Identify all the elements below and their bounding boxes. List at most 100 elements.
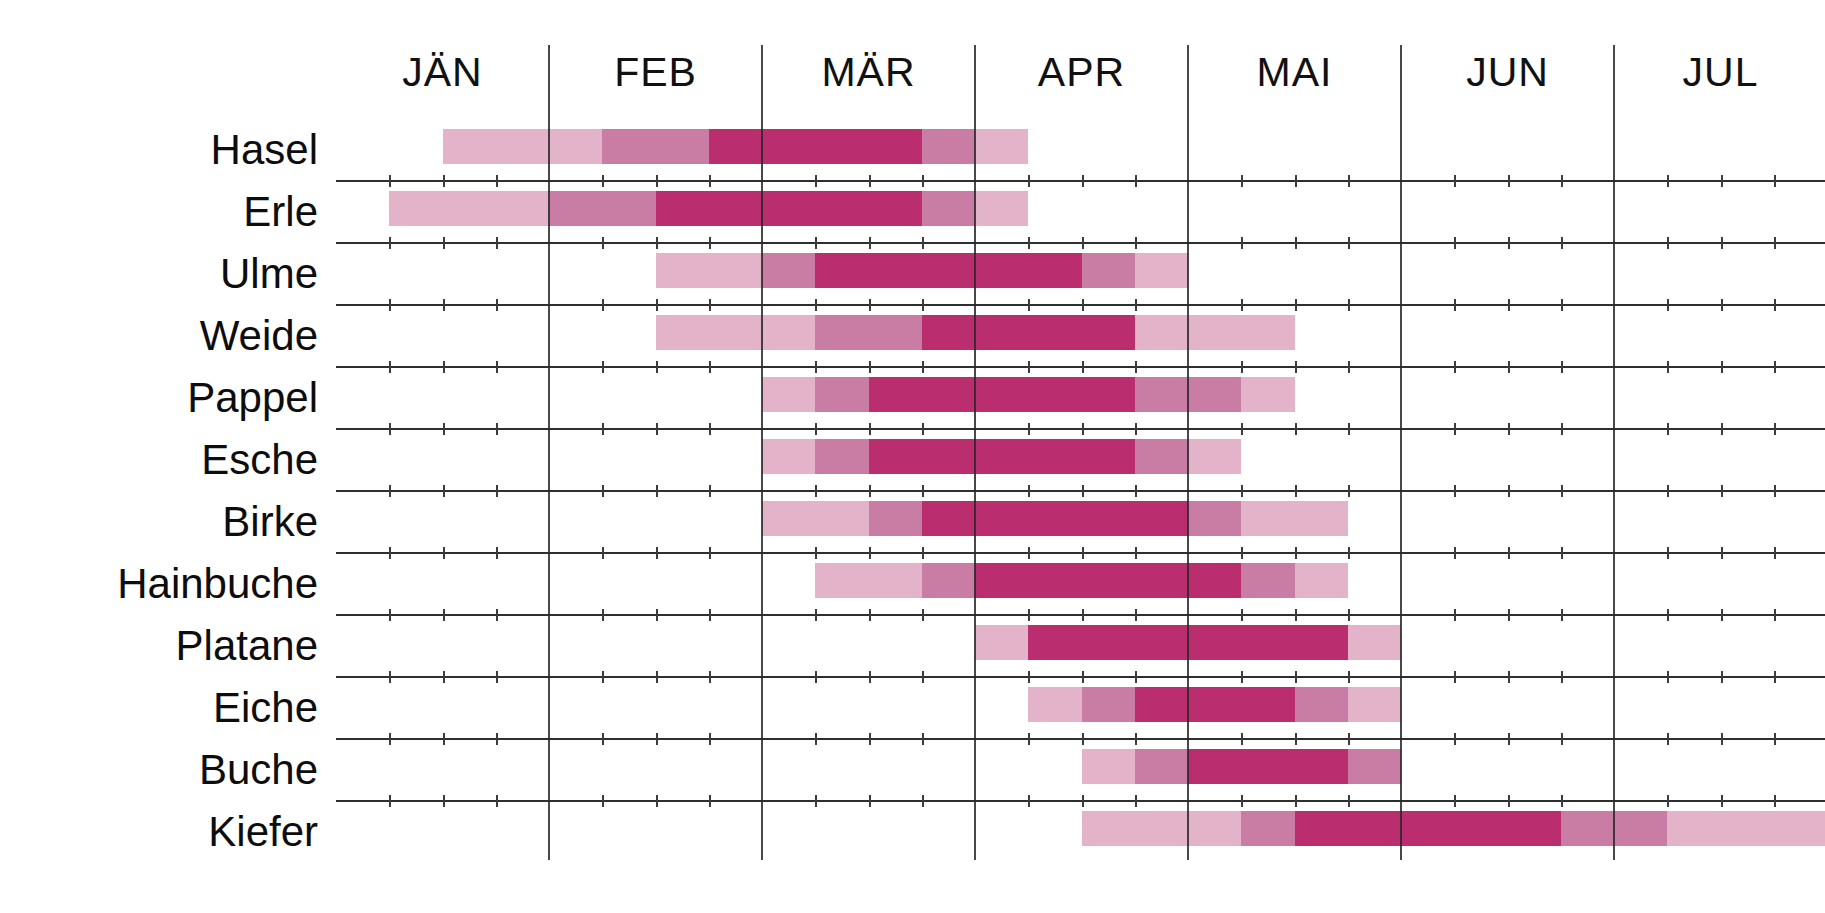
bar-segment-low — [1028, 687, 1081, 722]
row-label: Buche — [0, 748, 318, 792]
week-tick — [602, 485, 604, 497]
week-tick — [922, 733, 924, 745]
week-tick — [1082, 547, 1084, 559]
week-tick — [1721, 547, 1723, 559]
row-label: Ulme — [0, 252, 318, 296]
week-tick — [656, 795, 658, 807]
week-tick — [389, 485, 391, 497]
week-tick — [1082, 609, 1084, 621]
week-tick — [496, 671, 498, 683]
week-tick — [1561, 299, 1563, 311]
week-tick — [656, 237, 658, 249]
week-tick — [1241, 671, 1243, 683]
week-tick — [602, 175, 604, 187]
week-tick — [389, 175, 391, 187]
week-tick — [389, 671, 391, 683]
week-tick — [869, 237, 871, 249]
week-tick — [1561, 423, 1563, 435]
week-tick — [1241, 733, 1243, 745]
week-tick — [1721, 299, 1723, 311]
week-tick — [1348, 485, 1350, 497]
week-tick — [1135, 175, 1137, 187]
week-tick — [1028, 733, 1030, 745]
week-tick — [1135, 299, 1137, 311]
week-tick — [1295, 733, 1297, 745]
row-separator-line — [336, 428, 1825, 430]
week-tick — [1295, 423, 1297, 435]
week-tick — [1348, 237, 1350, 249]
week-tick — [496, 361, 498, 373]
row-label: Esche — [0, 438, 318, 482]
week-tick — [1774, 733, 1776, 745]
week-tick — [869, 423, 871, 435]
week-tick — [1082, 795, 1084, 807]
week-tick — [1774, 361, 1776, 373]
week-tick — [1082, 175, 1084, 187]
week-tick — [1721, 175, 1723, 187]
week-tick — [1561, 485, 1563, 497]
week-tick — [1508, 733, 1510, 745]
week-tick — [1561, 237, 1563, 249]
week-tick — [1667, 733, 1669, 745]
week-tick — [1508, 237, 1510, 249]
week-tick — [1508, 485, 1510, 497]
week-tick — [1082, 299, 1084, 311]
bar-segment-low — [1188, 439, 1241, 474]
week-tick — [1135, 361, 1137, 373]
week-tick — [815, 175, 817, 187]
week-tick — [1667, 423, 1669, 435]
week-tick — [1667, 175, 1669, 187]
week-tick — [443, 299, 445, 311]
bar-segment-high — [922, 501, 1188, 536]
week-tick — [1454, 237, 1456, 249]
row-separator-line — [336, 738, 1825, 740]
week-tick — [1295, 237, 1297, 249]
week-tick — [1135, 733, 1137, 745]
week-tick — [496, 423, 498, 435]
bar-segment-medium — [922, 191, 975, 226]
week-tick — [922, 423, 924, 435]
bar-segment-low — [762, 377, 815, 412]
week-tick — [1721, 423, 1723, 435]
week-tick — [443, 361, 445, 373]
bar-segment-medium — [815, 439, 868, 474]
week-tick — [709, 547, 711, 559]
row-label: Birke — [0, 500, 318, 544]
week-tick — [1721, 237, 1723, 249]
week-tick — [1774, 175, 1776, 187]
week-tick — [709, 299, 711, 311]
month-gridline — [974, 45, 976, 860]
week-tick — [496, 795, 498, 807]
week-tick — [656, 733, 658, 745]
week-tick — [496, 299, 498, 311]
week-tick — [922, 299, 924, 311]
bar-segment-low — [389, 191, 549, 226]
week-tick — [1241, 609, 1243, 621]
week-tick — [869, 671, 871, 683]
week-tick — [1241, 485, 1243, 497]
week-tick — [443, 671, 445, 683]
week-tick — [922, 795, 924, 807]
week-tick — [1774, 609, 1776, 621]
week-tick — [1295, 361, 1297, 373]
week-tick — [709, 733, 711, 745]
week-tick — [1454, 671, 1456, 683]
week-tick — [1135, 485, 1137, 497]
week-tick — [389, 547, 391, 559]
bar-segment-medium — [549, 191, 656, 226]
week-tick — [443, 609, 445, 621]
week-tick — [443, 547, 445, 559]
week-tick — [389, 237, 391, 249]
week-tick — [1454, 299, 1456, 311]
bar-segment-low — [762, 501, 869, 536]
week-tick — [815, 237, 817, 249]
week-tick — [602, 733, 604, 745]
week-tick — [389, 299, 391, 311]
bar-segment-medium — [602, 129, 709, 164]
week-tick — [1135, 547, 1137, 559]
week-tick — [1721, 485, 1723, 497]
bar-segment-high — [1188, 749, 1348, 784]
week-tick — [1667, 299, 1669, 311]
week-tick — [1295, 795, 1297, 807]
week-tick — [1454, 485, 1456, 497]
